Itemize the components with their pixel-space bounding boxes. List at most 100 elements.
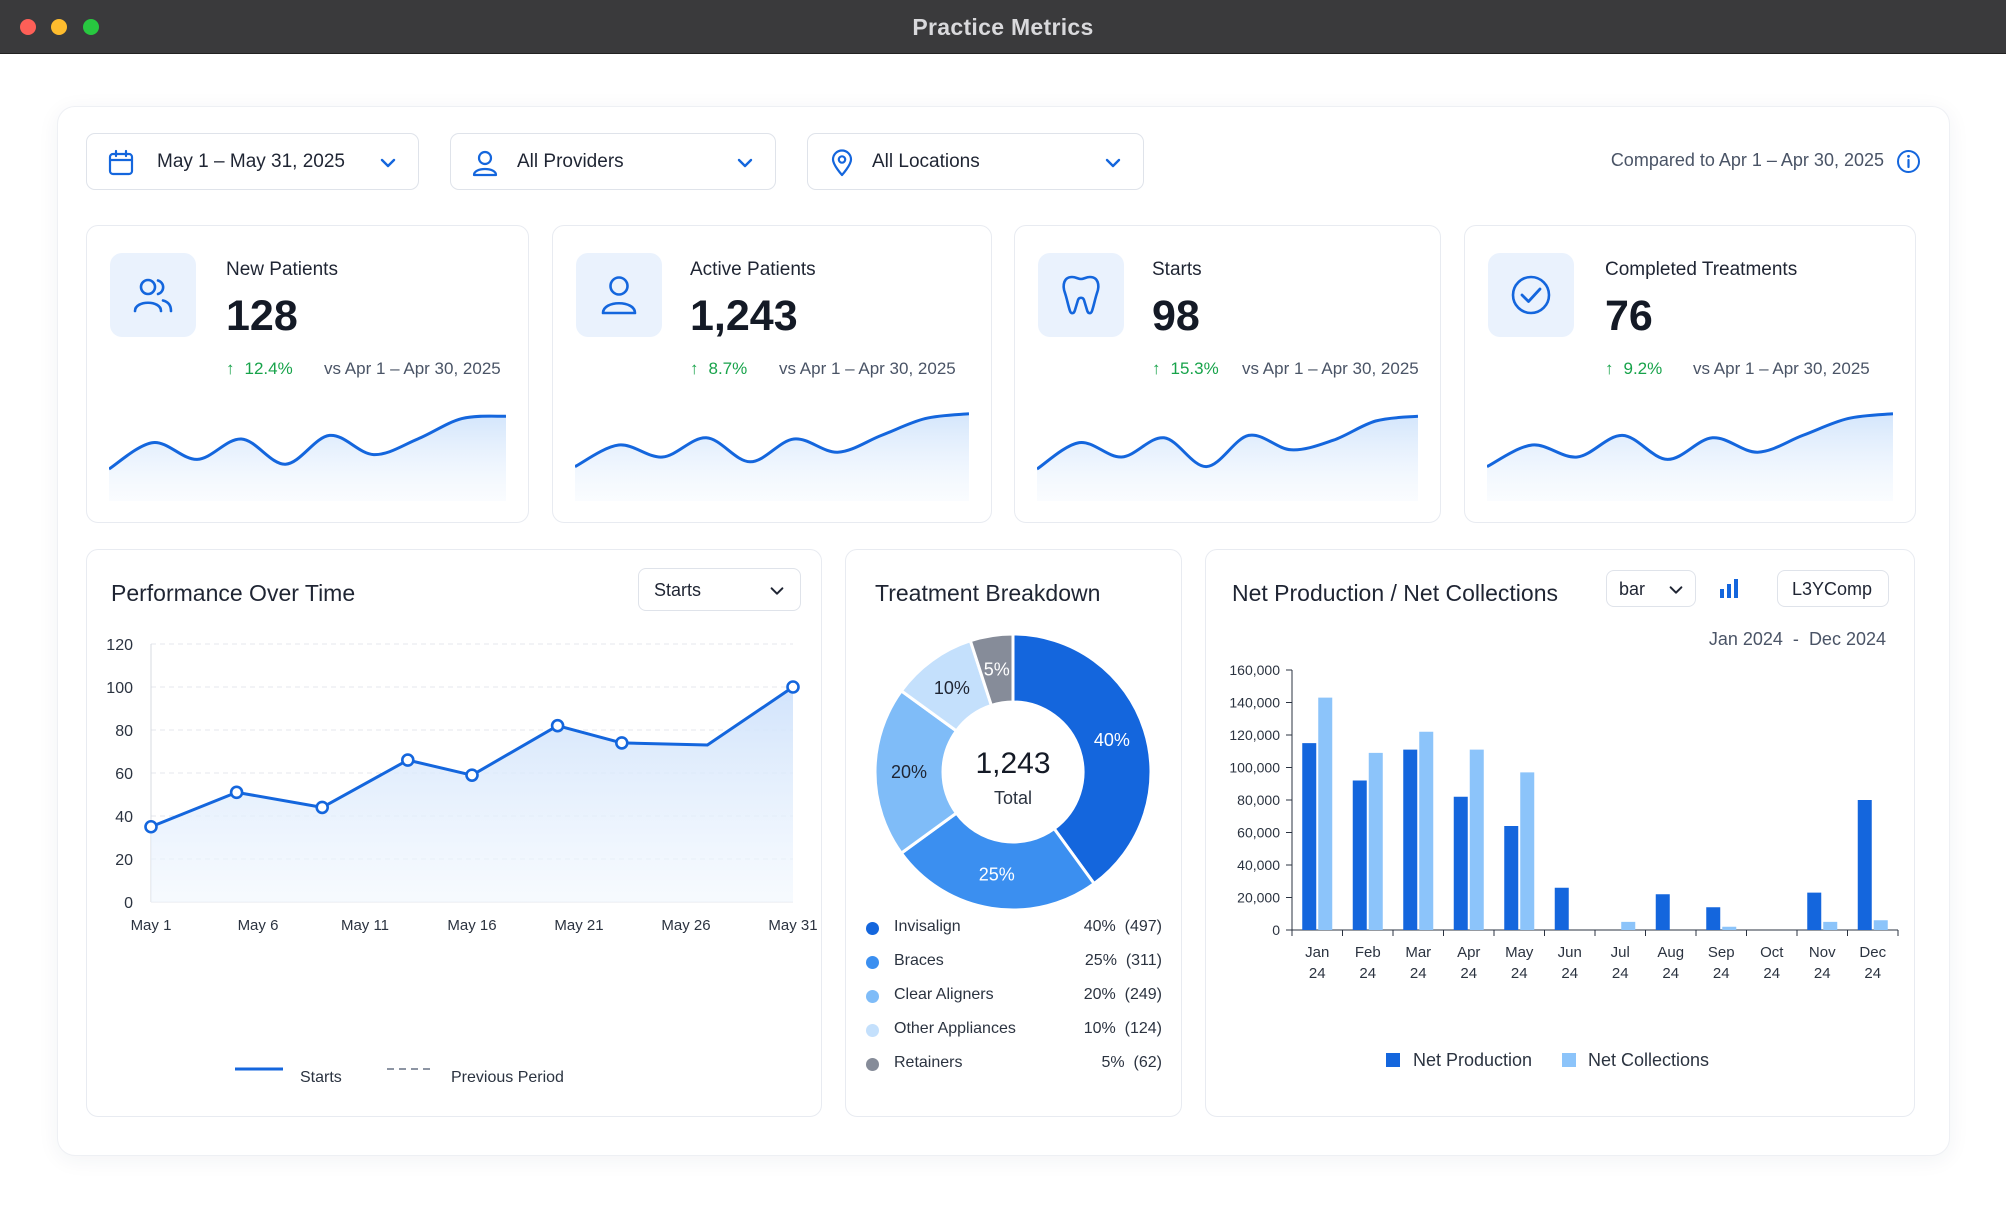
y-tick-label: 20,000	[1237, 890, 1280, 906]
locations-label: All Locations	[872, 151, 980, 172]
bar-net-collections	[1419, 731, 1434, 930]
kpi-sparkline	[575, 412, 969, 501]
breakdown-name: Invisalign	[894, 918, 961, 935]
bar-chart-icon[interactable]	[1716, 576, 1742, 602]
zoom-window-button[interactable]	[83, 19, 99, 35]
kpi-compare-text: vs Apr 1 – Apr 30, 2025	[1242, 359, 1419, 378]
bar-net-production	[1504, 826, 1519, 930]
metric-select[interactable]: Starts	[638, 568, 801, 611]
legend-dot	[866, 922, 879, 935]
sparkline-line	[109, 414, 506, 471]
chevron-down-icon	[770, 587, 784, 595]
donut-slice	[899, 811, 1097, 912]
kpi-change: ↑ 8.7%	[690, 359, 747, 379]
legend-line-solid	[235, 1067, 283, 1071]
metric-select-label: Starts	[654, 580, 702, 600]
breakdown-value: 20% (249)	[1083, 986, 1162, 1003]
chart-type-label: bar	[1619, 579, 1646, 599]
sparkline-area	[575, 413, 969, 501]
kpi-icon-tile	[1488, 253, 1574, 337]
net-production-card: Net Production / Net Collections bar L3Y…	[1205, 549, 1915, 1117]
kpi-card-completed-treatments[interactable]: Completed Treatments 76 ↑ 9.2% vs Apr 1 –…	[1464, 225, 1916, 523]
y-tick-label: 120,000	[1229, 727, 1280, 743]
comparison-period-text: Compared to Apr 1 – Apr 30, 2025	[1610, 150, 1884, 170]
chart-type-select[interactable]: bar	[1606, 570, 1696, 607]
sparkline-area	[1487, 413, 1893, 501]
locations-filter[interactable]: All Locations	[807, 133, 1144, 190]
comparison-button[interactable]: L3YComp	[1777, 570, 1889, 607]
net-production-title: Net Production / Net Collections	[1232, 580, 1558, 606]
kpi-change: ↑ 12.4%	[226, 359, 293, 379]
x-tick-label: May 11	[341, 917, 389, 934]
bar-net-production	[1302, 743, 1317, 930]
kpi-label: Starts	[1152, 259, 1202, 280]
bar-net-collections	[1823, 921, 1838, 930]
location-pin-icon	[831, 149, 853, 177]
treatment-breakdown-card: Treatment Breakdown 40% 25% 20% 10% 5% 1,243 T…	[845, 549, 1182, 1117]
kpi-sparkline	[1037, 414, 1418, 501]
data-point	[400, 753, 415, 767]
breakdown-row: Other Appliances 10% (124)	[866, 1019, 1162, 1041]
kpi-icon-tile	[110, 253, 196, 337]
x-tick-label: Aug	[1657, 944, 1684, 961]
breakdown-title: Treatment Breakdown	[875, 580, 1101, 606]
x-tick-label: 24	[1460, 965, 1477, 982]
minimize-window-button[interactable]	[51, 19, 67, 35]
x-tick-label: 24	[1713, 965, 1730, 982]
legend-line-dashed	[387, 1068, 435, 1070]
y-tick-label: 140,000	[1229, 695, 1280, 711]
net-production-bar-chart: 0 20,000 40,000 60,000 80,000 100,000 120,000 1…	[1229, 662, 1899, 982]
arrow-up-icon: ↑	[1152, 359, 1161, 378]
slice-label: 25%	[979, 865, 1015, 885]
info-icon[interactable]	[1896, 149, 1921, 174]
user-icon	[472, 150, 498, 177]
breakdown-row: Invisalign 40% (497)	[866, 917, 1162, 939]
y-tick-label: 80,000	[1237, 792, 1280, 808]
kpi-label: Completed Treatments	[1605, 259, 1798, 280]
bar-net-production	[1706, 907, 1721, 930]
date-range-label: May 1 – May 31, 2025	[157, 151, 345, 172]
x-tick-label: Apr	[1457, 944, 1480, 961]
x-tick-label: Sep	[1708, 944, 1735, 961]
kpi-card-starts[interactable]: Starts 98 ↑ 15.3% vs Apr 1 – Apr 30, 2025	[1014, 225, 1441, 523]
x-tick-label: May	[1505, 944, 1534, 961]
x-tick-label: May 6	[238, 917, 279, 934]
y-tick-label: 60,000	[1237, 825, 1280, 841]
kpi-change-value: 15.3%	[1170, 359, 1219, 378]
breakdown-value: 10% (124)	[1083, 1020, 1162, 1037]
data-point	[550, 718, 565, 733]
chevron-down-icon	[380, 158, 396, 168]
y-tick-label: 100,000	[1229, 760, 1280, 776]
bar-net-production	[1453, 796, 1468, 930]
breakdown-name: Other Appliances	[894, 1020, 1016, 1037]
chart-date-range: Jan 2024 - Dec 2024	[1708, 629, 1886, 649]
bar-net-collections	[1469, 749, 1484, 930]
calendar-icon	[108, 149, 134, 176]
bar-net-production	[1655, 894, 1670, 930]
breakdown-row: Braces 25% (311)	[866, 951, 1162, 973]
users-icon	[133, 278, 173, 313]
breakdown-value: 25% (311)	[1084, 952, 1162, 969]
x-tick-label: Dec	[1859, 944, 1886, 961]
line-area	[151, 687, 793, 902]
treatment-donut-chart: 40% 25% 20% 10% 5% 1,243 Total	[873, 632, 1153, 912]
window-title: Practice Metrics	[912, 14, 1094, 40]
close-window-button[interactable]	[20, 19, 36, 35]
x-tick-label: Jun	[1558, 944, 1582, 961]
x-tick-label: 24	[1662, 965, 1679, 982]
x-tick-label: 24	[1814, 965, 1831, 982]
arrow-up-icon: ↑	[226, 359, 235, 378]
kpi-card-new-patients[interactable]: New Patients 128 ↑ 12.4% vs Apr 1 – Apr 3…	[86, 225, 529, 523]
check-circle-icon	[1511, 275, 1551, 315]
comparison-button-label: L3YComp	[1792, 579, 1873, 599]
bar-net-production	[1857, 800, 1872, 930]
y-tick-label: 40,000	[1237, 857, 1280, 873]
x-tick-label: May 16	[447, 917, 496, 934]
breakdown-name: Braces	[894, 952, 944, 969]
date-range-filter[interactable]: May 1 – May 31, 2025	[86, 133, 419, 190]
providers-filter[interactable]: All Providers	[450, 133, 776, 190]
y-tick-label: 20	[115, 852, 133, 869]
kpi-change: ↑ 15.3%	[1152, 359, 1219, 379]
x-tick-label: Mar	[1405, 944, 1431, 961]
kpi-card-active-patients[interactable]: Active Patients 1,243 ↑ 8.7% vs Apr 1 – A…	[552, 225, 992, 523]
